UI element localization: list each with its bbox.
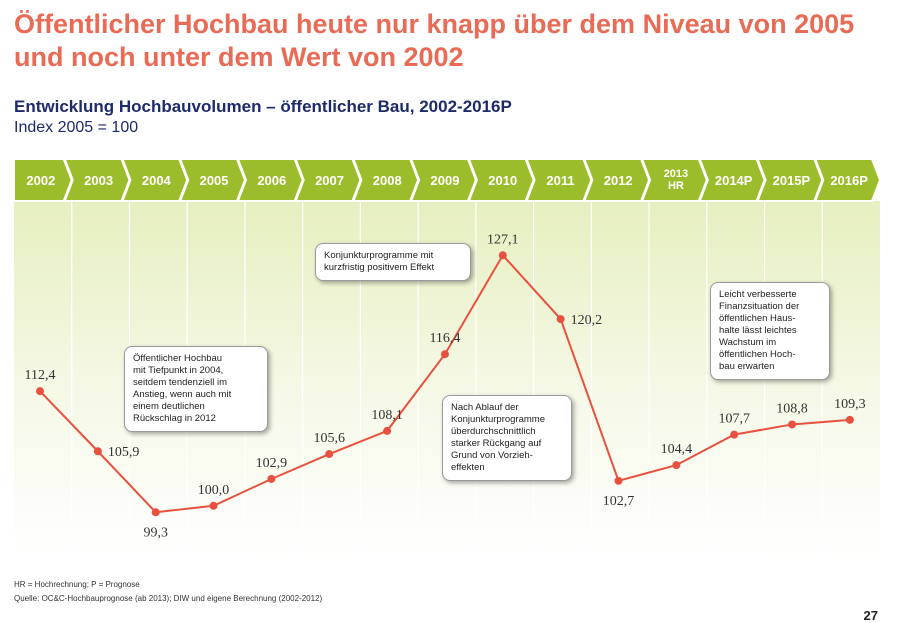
- data-label: 102,9: [256, 456, 288, 471]
- callout-konjunktur: Konjunkturprogramme mit kurzfristig posi…: [315, 243, 471, 281]
- year-label: 2011: [546, 173, 574, 188]
- footnote-source: Quelle: OC&C-Hochbauprognose (ab 2013); …: [14, 594, 323, 603]
- data-label: 120,2: [571, 313, 603, 328]
- data-point: [845, 415, 854, 424]
- data-label: 108,1: [371, 408, 403, 423]
- page-number: 27: [863, 608, 878, 623]
- data-label: 104,4: [661, 442, 693, 457]
- data-point: [614, 476, 623, 485]
- data-point: [325, 450, 334, 459]
- series-line-group: 112,4 105,9 99,3 100,0 102,9 105,6 108,1 116,4 1…: [25, 232, 866, 540]
- year-label: 2003: [84, 173, 113, 188]
- data-point: [209, 501, 218, 510]
- year-label: 2014P: [715, 173, 753, 188]
- data-label: 107,7: [718, 412, 750, 427]
- page-title: Öffentlicher Hochbau heute nur knapp übe…: [14, 9, 855, 72]
- year-label: 2002: [26, 173, 55, 188]
- data-label: 100,0: [198, 483, 230, 498]
- data-point: [498, 251, 507, 260]
- data-label: 109,3: [834, 397, 866, 412]
- year-label: HR: [668, 180, 684, 192]
- data-label: 99,3: [143, 525, 168, 540]
- data-point: [151, 508, 160, 517]
- year-label: 2004: [142, 173, 172, 188]
- year-label: 2016P: [830, 173, 868, 188]
- data-label: 127,1: [487, 232, 519, 247]
- data-label: 108,8: [776, 401, 808, 416]
- callout-finanzsituation: Leicht verbesserte Finanzsituation der ö…: [710, 282, 830, 380]
- year-label: 2015P: [773, 173, 811, 188]
- callout-tiefpunkt: Öffentlicher Hochbau mit Tiefpunkt in 20…: [124, 346, 268, 432]
- data-label: 102,7: [603, 494, 635, 509]
- year-label: 2008: [373, 173, 402, 188]
- data-label: 105,6: [314, 431, 346, 446]
- data-label: 105,9: [108, 445, 140, 460]
- data-point: [440, 350, 449, 359]
- year-label: 2007: [315, 173, 344, 188]
- data-point: [788, 420, 797, 429]
- data-label: 112,4: [25, 368, 56, 383]
- data-point: [730, 430, 739, 439]
- year-label: 2005: [200, 173, 229, 188]
- data-point: [383, 426, 392, 435]
- data-point: [93, 447, 102, 456]
- chart-subtitle: Entwicklung Hochbauvolumen – öffentliche…: [14, 97, 512, 116]
- data-point: [672, 461, 681, 470]
- year-label: 2006: [257, 173, 286, 188]
- year-chevron: [813, 158, 882, 202]
- year-label: 2009: [431, 173, 460, 188]
- year-label: 2013: [664, 168, 688, 180]
- data-label: 116,4: [429, 331, 460, 346]
- year-label: 2012: [604, 173, 633, 188]
- index-note: Index 2005 = 100: [14, 119, 139, 136]
- year-band: 2002 2003 2004 2005 2006 2007 2008 2009 2010 2011…: [13, 158, 882, 202]
- callout-rueckgang: Nach Ablauf der Konjunkturprogramme über…: [442, 395, 572, 481]
- data-point: [267, 474, 276, 483]
- data-point: [36, 387, 44, 396]
- footnote-legend: HR = Hochrechnung; P = Prognose: [14, 580, 140, 589]
- data-point: [556, 315, 565, 324]
- year-label: 2010: [488, 173, 517, 188]
